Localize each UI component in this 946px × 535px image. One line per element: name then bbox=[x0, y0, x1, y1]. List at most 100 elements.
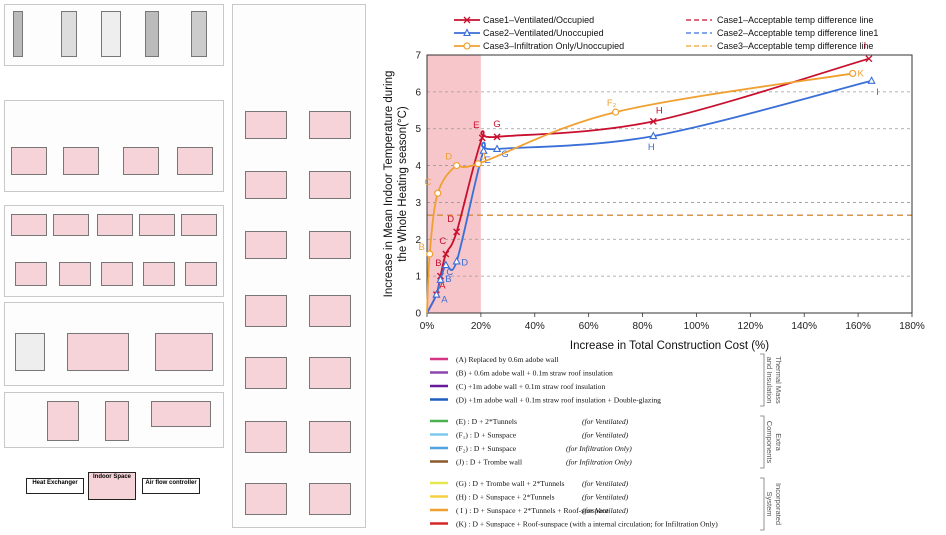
group-title-line: System bbox=[765, 491, 774, 516]
group-title-line: Extra bbox=[774, 433, 783, 451]
legend-item-text: (K) : D + Sunspace + Roof-sunspace (with… bbox=[456, 520, 718, 529]
data-point-marker bbox=[434, 189, 442, 197]
top-legend: Case1–Ventilated/Occupied Case2–Ventilate… bbox=[454, 15, 878, 51]
group-title: Thermal Massand Insulation bbox=[765, 356, 783, 404]
shading-section-diagrams bbox=[4, 392, 224, 448]
legend-item-text: ( I ) : D + Sunspace + 2*Tunnels + Roof-… bbox=[456, 506, 609, 515]
group-title-line: and Insulation bbox=[765, 357, 774, 404]
legend-marker bbox=[463, 28, 471, 37]
series-line bbox=[426, 57, 870, 314]
y-tick-label: 4 bbox=[415, 161, 421, 172]
legend-item-text: (J) : D + Trombe wall bbox=[456, 458, 522, 467]
data-point-label: G bbox=[493, 119, 500, 130]
legend-item-text: (A) Replaced by 0.6m adobe wall bbox=[456, 355, 558, 364]
axes bbox=[426, 54, 913, 314]
data-point-marker bbox=[492, 144, 502, 153]
series-line bbox=[426, 79, 872, 314]
data-point-label: A bbox=[441, 295, 448, 306]
x-tick-label: 180% bbox=[899, 321, 925, 332]
data-point-label: D bbox=[461, 257, 468, 268]
data-point-label: H bbox=[648, 142, 655, 153]
series-line bbox=[426, 72, 853, 314]
x-tick-label: 40% bbox=[525, 321, 545, 332]
legend-item-note: (for Infiltration Only) bbox=[566, 458, 632, 467]
heat-exchanger-box: Heat Exchanger bbox=[26, 478, 84, 494]
legend-entry: Case2–Ventilated/Unoccupied bbox=[483, 28, 604, 38]
legend-entry: Case3–Infiltration Only/Unoccupied bbox=[483, 41, 624, 51]
group-bracket bbox=[760, 415, 765, 469]
data-point-label: C bbox=[424, 177, 431, 188]
data-point-marker bbox=[453, 161, 461, 170]
legend-item-text: (B) + 0.6m adobe wall + 0.1m straw roof … bbox=[456, 369, 613, 378]
legend-item-text: (C) +1m adobe wall + 0.1m straw roof ins… bbox=[456, 382, 605, 391]
y-axis-label: Increase in Mean Indoor Temperature duri… bbox=[383, 71, 409, 298]
right-column-diagrams bbox=[232, 4, 366, 528]
data-point-label: K bbox=[858, 68, 865, 79]
y-tick-label: 0 bbox=[415, 309, 421, 320]
data-point-marker bbox=[478, 134, 486, 142]
x-axis-label: Increase in Total Construction Cost (%) bbox=[570, 340, 769, 352]
data-point-label: I bbox=[876, 87, 879, 98]
data-point-label: A bbox=[439, 281, 446, 292]
data-point-label: J bbox=[481, 152, 486, 163]
legend-item-text: (F₁) : D + Sunspace bbox=[456, 431, 517, 440]
legend-entry: Case1–Acceptable temp difference line bbox=[717, 15, 873, 25]
data-point-marker bbox=[474, 160, 482, 168]
x-tick-label: 120% bbox=[738, 321, 764, 332]
y-axis-label-line1: Increase in Mean Indoor Temperature duri… bbox=[383, 71, 395, 298]
bottom-legend: (A) Replaced by 0.6m adobe wall (B) + 0.6… bbox=[430, 353, 783, 531]
gridlines bbox=[426, 54, 913, 317]
data-point-marker bbox=[849, 69, 857, 78]
y-tick-label: 7 bbox=[415, 51, 421, 62]
x-tick-label: 160% bbox=[845, 321, 871, 332]
y-tick-label: 2 bbox=[415, 235, 421, 246]
data-point-label: D bbox=[447, 214, 454, 225]
data-point-label: C bbox=[439, 236, 446, 247]
data-point-label: G bbox=[501, 149, 508, 160]
data-point-marker bbox=[426, 250, 434, 258]
data-point-marker bbox=[453, 228, 461, 236]
tick-labels: 0 1 2 3 4 5 6 7 0% 20% 40% 60% 80% 100% 120% 140% 160% 18… bbox=[415, 51, 924, 333]
legend-entry: Case1–Ventilated/Occupied bbox=[483, 15, 594, 25]
data-point-marker bbox=[649, 117, 657, 125]
legend-item-note: (for Ventilated) bbox=[582, 479, 629, 488]
group-title-line: Thermal Mass bbox=[774, 356, 783, 404]
data-point-label: B bbox=[419, 242, 425, 253]
x-tick-label: 140% bbox=[791, 321, 817, 332]
legend-item-note: (for Infiltration Only) bbox=[566, 444, 632, 453]
air-flow-controller-box: Air flow controller bbox=[142, 478, 200, 494]
legend-item-text: (H) : D + Sunspace + 2*Tunnels bbox=[456, 493, 555, 502]
group-title: ExtraComponents bbox=[765, 421, 783, 464]
data-point-label: B bbox=[445, 274, 451, 285]
group-bracket bbox=[760, 353, 765, 407]
roof-section-diagrams bbox=[4, 100, 224, 192]
x-tick-label: 0% bbox=[420, 321, 435, 332]
indoor-space-box: Indoor Space bbox=[88, 472, 136, 500]
legend-marker bbox=[463, 16, 471, 24]
x-tick-label: 20% bbox=[471, 321, 491, 332]
y-tick-label: 3 bbox=[415, 198, 421, 209]
schematic-figure-panel: Heat Exchanger Indoor Space Air flow con… bbox=[0, 0, 370, 535]
x-tick-label: 60% bbox=[579, 321, 599, 332]
shaded-region bbox=[427, 55, 481, 313]
legend-item-note: (for Ventilated) bbox=[582, 493, 629, 502]
plot-frame bbox=[426, 54, 913, 314]
data-point-marker bbox=[867, 76, 876, 84]
data-point-label: B bbox=[435, 258, 441, 269]
data-point-marker bbox=[493, 133, 501, 141]
y-tick-label: 1 bbox=[415, 272, 421, 283]
x-tick-label: 100% bbox=[684, 321, 710, 332]
data-point-marker bbox=[865, 55, 873, 63]
data-point-marker bbox=[649, 131, 658, 140]
data-point-label: D bbox=[445, 152, 452, 163]
y-tick-label: 6 bbox=[415, 87, 421, 98]
sunspace-model-diagrams bbox=[4, 302, 224, 386]
legend-item-note: (for Ventilated) bbox=[582, 417, 629, 426]
data-point-marker bbox=[441, 260, 450, 269]
data-point-marker bbox=[452, 256, 461, 265]
data-point-label: I bbox=[864, 41, 867, 52]
group-bracket bbox=[760, 477, 765, 531]
legend-item-text: (G) : D + Trombe wall + 2*Tunnels bbox=[456, 479, 565, 488]
legend-entry: Case3–Acceptable temp difference line bbox=[717, 41, 873, 51]
